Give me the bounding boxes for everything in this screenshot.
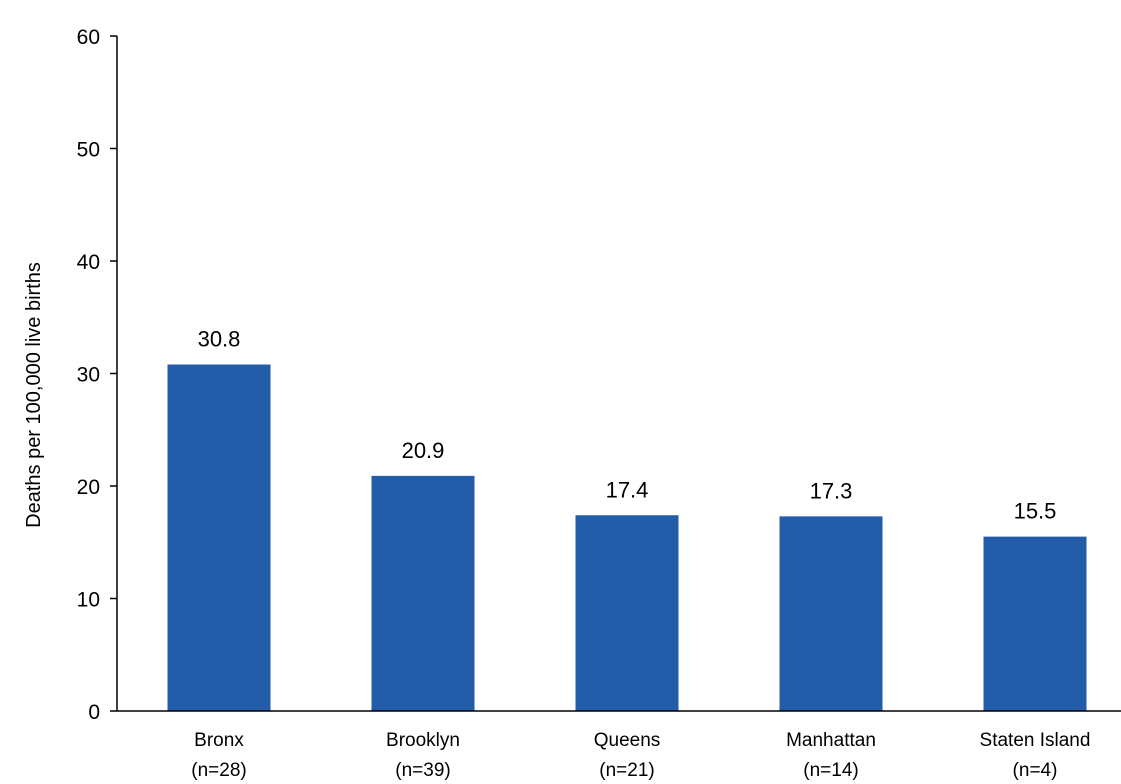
x-category-label: Queens (594, 730, 661, 751)
y-axis-title: Deaths per 100,000 live births (23, 262, 45, 528)
x-category-label: Staten Island (980, 730, 1091, 751)
y-tick-label: 30 (77, 364, 100, 387)
y-tick-label: 10 (77, 589, 100, 612)
bar-value-label: 17.4 (606, 477, 649, 502)
bars (167, 364, 1087, 711)
x-category-count: (n=14) (803, 760, 858, 781)
x-axis-labels: Bronx (n=28) Brooklyn (n=39) Queens (n=21) Man… (191, 730, 1090, 781)
bar-value-label: 15.5 (1014, 499, 1057, 524)
y-tick-label: 20 (77, 476, 100, 499)
x-category-count: (n=28) (191, 760, 246, 781)
bar (983, 536, 1087, 711)
x-category-count: (n=21) (599, 760, 654, 781)
x-category-count: (n=39) (395, 760, 450, 781)
y-tick-label: 60 (77, 26, 100, 49)
x-category-label: Bronx (194, 730, 244, 751)
y-tick-label: 50 (77, 139, 100, 162)
bar-value-label: 20.9 (402, 438, 445, 463)
y-tick-label: 40 (77, 251, 100, 274)
bar (575, 515, 679, 711)
bar (167, 364, 271, 711)
data-labels: 30.8 20.9 17.4 17.3 15.5 (198, 327, 1057, 524)
bar-value-label: 30.8 (198, 327, 241, 352)
bar-value-label: 17.3 (810, 478, 853, 503)
x-category-label: Brooklyn (386, 730, 460, 751)
x-category-count: (n=4) (1013, 760, 1058, 781)
bar (779, 516, 883, 711)
x-category-label: Manhattan (786, 730, 876, 751)
y-tick-label: 0 (88, 701, 100, 724)
y-axis-ticks: 0 10 20 30 40 50 60 (77, 26, 117, 724)
bar (371, 475, 475, 711)
